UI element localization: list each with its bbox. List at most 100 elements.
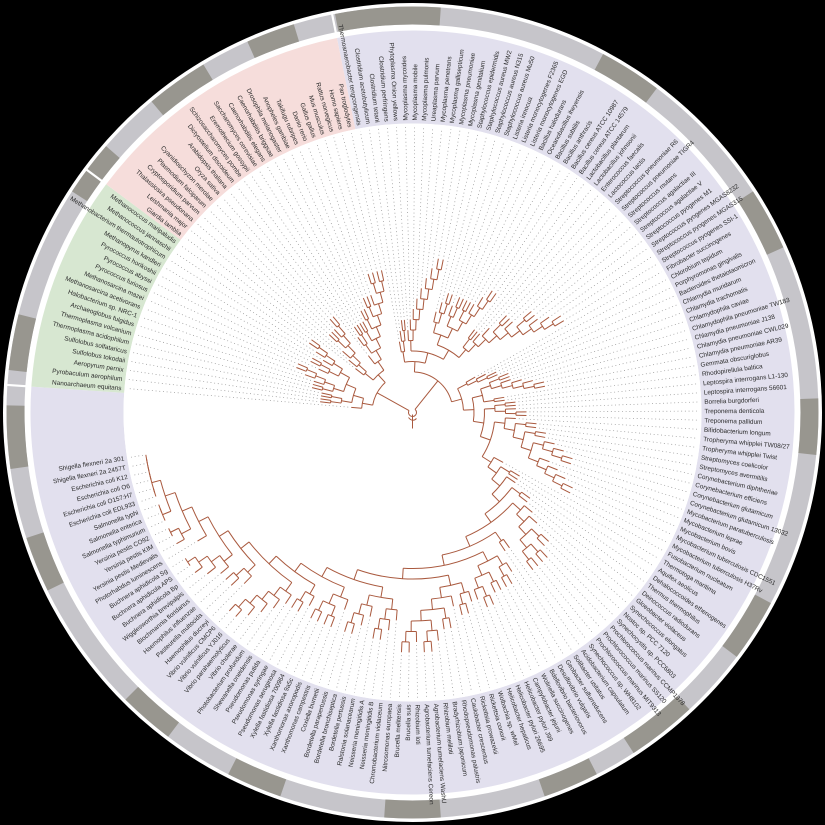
tree-branch[interactable] bbox=[530, 557, 539, 567]
tree-branch-arc[interactable] bbox=[536, 533, 542, 539]
tree-branch[interactable] bbox=[491, 385, 502, 390]
tree-branch[interactable] bbox=[530, 543, 539, 553]
tree-branch[interactable] bbox=[182, 506, 193, 512]
tree-branch[interactable] bbox=[366, 331, 373, 342]
tree-branch[interactable] bbox=[376, 314, 382, 326]
tree-branch[interactable] bbox=[522, 328, 532, 336]
tree-branch-arc[interactable] bbox=[411, 619, 432, 622]
tree-branch[interactable] bbox=[501, 318, 510, 327]
tree-branch[interactable] bbox=[273, 586, 281, 596]
tree-branch[interactable] bbox=[362, 321, 369, 332]
tree-branch[interactable] bbox=[352, 355, 361, 364]
tree-branch[interactable] bbox=[318, 368, 329, 374]
tree-branch-arc[interactable] bbox=[457, 388, 464, 411]
tree-branch[interactable] bbox=[388, 619, 391, 631]
tree-branch-arc[interactable] bbox=[191, 506, 207, 536]
tree-branch[interactable] bbox=[342, 350, 351, 359]
tree-branch-arc[interactable] bbox=[491, 476, 508, 495]
tree-branch[interactable] bbox=[187, 556, 196, 563]
tree-branch[interactable] bbox=[505, 417, 516, 420]
tree-branch[interactable] bbox=[452, 307, 458, 318]
tree-branch-arc[interactable] bbox=[314, 373, 318, 379]
tree-branch[interactable] bbox=[481, 300, 489, 310]
tree-branch[interactable] bbox=[235, 609, 243, 617]
tree-branch[interactable] bbox=[498, 541, 506, 552]
tree-branch[interactable] bbox=[364, 372, 374, 381]
tree-branch[interactable] bbox=[372, 272, 376, 283]
tree-branch[interactable] bbox=[310, 608, 316, 619]
tree-branch[interactable] bbox=[458, 298, 464, 309]
tree-branch[interactable] bbox=[351, 623, 355, 634]
tree-branch[interactable] bbox=[194, 566, 203, 573]
tree-branch[interactable] bbox=[521, 491, 531, 499]
tree-branch[interactable] bbox=[518, 526, 527, 535]
tree-branch[interactable] bbox=[555, 473, 566, 480]
tree-branch[interactable] bbox=[524, 431, 536, 435]
tree-branch[interactable] bbox=[513, 385, 524, 389]
tree-branch[interactable] bbox=[304, 374, 316, 379]
tree-branch[interactable] bbox=[402, 351, 406, 363]
tree-branch[interactable] bbox=[494, 421, 505, 424]
tree-branch[interactable] bbox=[320, 395, 332, 399]
tree-branch[interactable] bbox=[451, 398, 462, 403]
tree-branch-arc[interactable] bbox=[158, 504, 163, 513]
tree-branch-arc[interactable] bbox=[219, 555, 230, 568]
tree-branch[interactable] bbox=[162, 510, 172, 516]
tree-branch[interactable] bbox=[430, 641, 433, 652]
tree-branch[interactable] bbox=[535, 553, 544, 563]
tree-branch[interactable] bbox=[312, 357, 322, 364]
tree-branch[interactable] bbox=[377, 374, 386, 383]
tree-branch[interactable] bbox=[330, 401, 342, 404]
tree-branch[interactable] bbox=[353, 394, 364, 399]
tree-branch[interactable] bbox=[494, 531, 502, 542]
tree-branch[interactable] bbox=[360, 310, 367, 321]
tree-branch[interactable] bbox=[472, 394, 483, 399]
tree-branch[interactable] bbox=[493, 456, 504, 463]
tree-branch[interactable] bbox=[536, 537, 545, 547]
tree-branch-arc[interactable] bbox=[410, 350, 444, 360]
tree-branch-arc[interactable] bbox=[300, 562, 345, 588]
tree-branch[interactable] bbox=[356, 324, 364, 335]
tree-branch[interactable] bbox=[553, 447, 564, 452]
tree-branch[interactable] bbox=[447, 574, 452, 586]
tree-branch[interactable] bbox=[533, 381, 545, 385]
tree-branch[interactable] bbox=[490, 582, 496, 593]
tree-branch[interactable] bbox=[381, 280, 385, 292]
tree-branch[interactable] bbox=[511, 487, 521, 495]
tree-branch[interactable] bbox=[247, 606, 255, 616]
tree-branch[interactable] bbox=[403, 319, 406, 331]
tree-branch[interactable] bbox=[407, 330, 409, 341]
tree-branch[interactable] bbox=[448, 617, 452, 629]
tree-branch[interactable] bbox=[377, 618, 381, 629]
tree-branch[interactable] bbox=[504, 401, 516, 404]
tree-branch[interactable] bbox=[328, 334, 338, 343]
tree-branch[interactable] bbox=[151, 479, 161, 484]
tree-branch[interactable] bbox=[366, 319, 373, 330]
tree-branch[interactable] bbox=[528, 318, 538, 326]
tree-branch[interactable] bbox=[438, 302, 443, 313]
tree-branch[interactable] bbox=[181, 528, 191, 535]
tree-branch[interactable] bbox=[448, 305, 453, 316]
tree-branch[interactable] bbox=[547, 465, 558, 471]
tree-branch-arc[interactable] bbox=[501, 574, 507, 578]
tree-branch-arc[interactable] bbox=[481, 421, 495, 457]
tree-branch[interactable] bbox=[470, 331, 478, 341]
tree-branch[interactable] bbox=[498, 566, 505, 577]
tree-branch[interactable] bbox=[489, 293, 497, 303]
tree-branch-arc[interactable] bbox=[441, 531, 496, 556]
tree-branch[interactable] bbox=[535, 431, 546, 434]
tree-branch[interactable] bbox=[395, 609, 398, 621]
tree-branch[interactable] bbox=[322, 388, 333, 392]
tree-branch-arc[interactable] bbox=[408, 408, 417, 417]
tree-branch[interactable] bbox=[502, 385, 513, 389]
tree-branch[interactable] bbox=[219, 530, 229, 537]
tree-branch[interactable] bbox=[473, 589, 479, 600]
tree-branch[interactable] bbox=[321, 392, 332, 396]
tree-branch[interactable] bbox=[481, 327, 490, 337]
tree-branch[interactable] bbox=[500, 379, 511, 384]
tree-branch[interactable] bbox=[560, 487, 571, 494]
tree-branch[interactable] bbox=[402, 568, 404, 579]
tree-branch[interactable] bbox=[344, 599, 349, 610]
tree-branch[interactable] bbox=[198, 555, 208, 563]
tree-branch[interactable] bbox=[498, 315, 507, 324]
